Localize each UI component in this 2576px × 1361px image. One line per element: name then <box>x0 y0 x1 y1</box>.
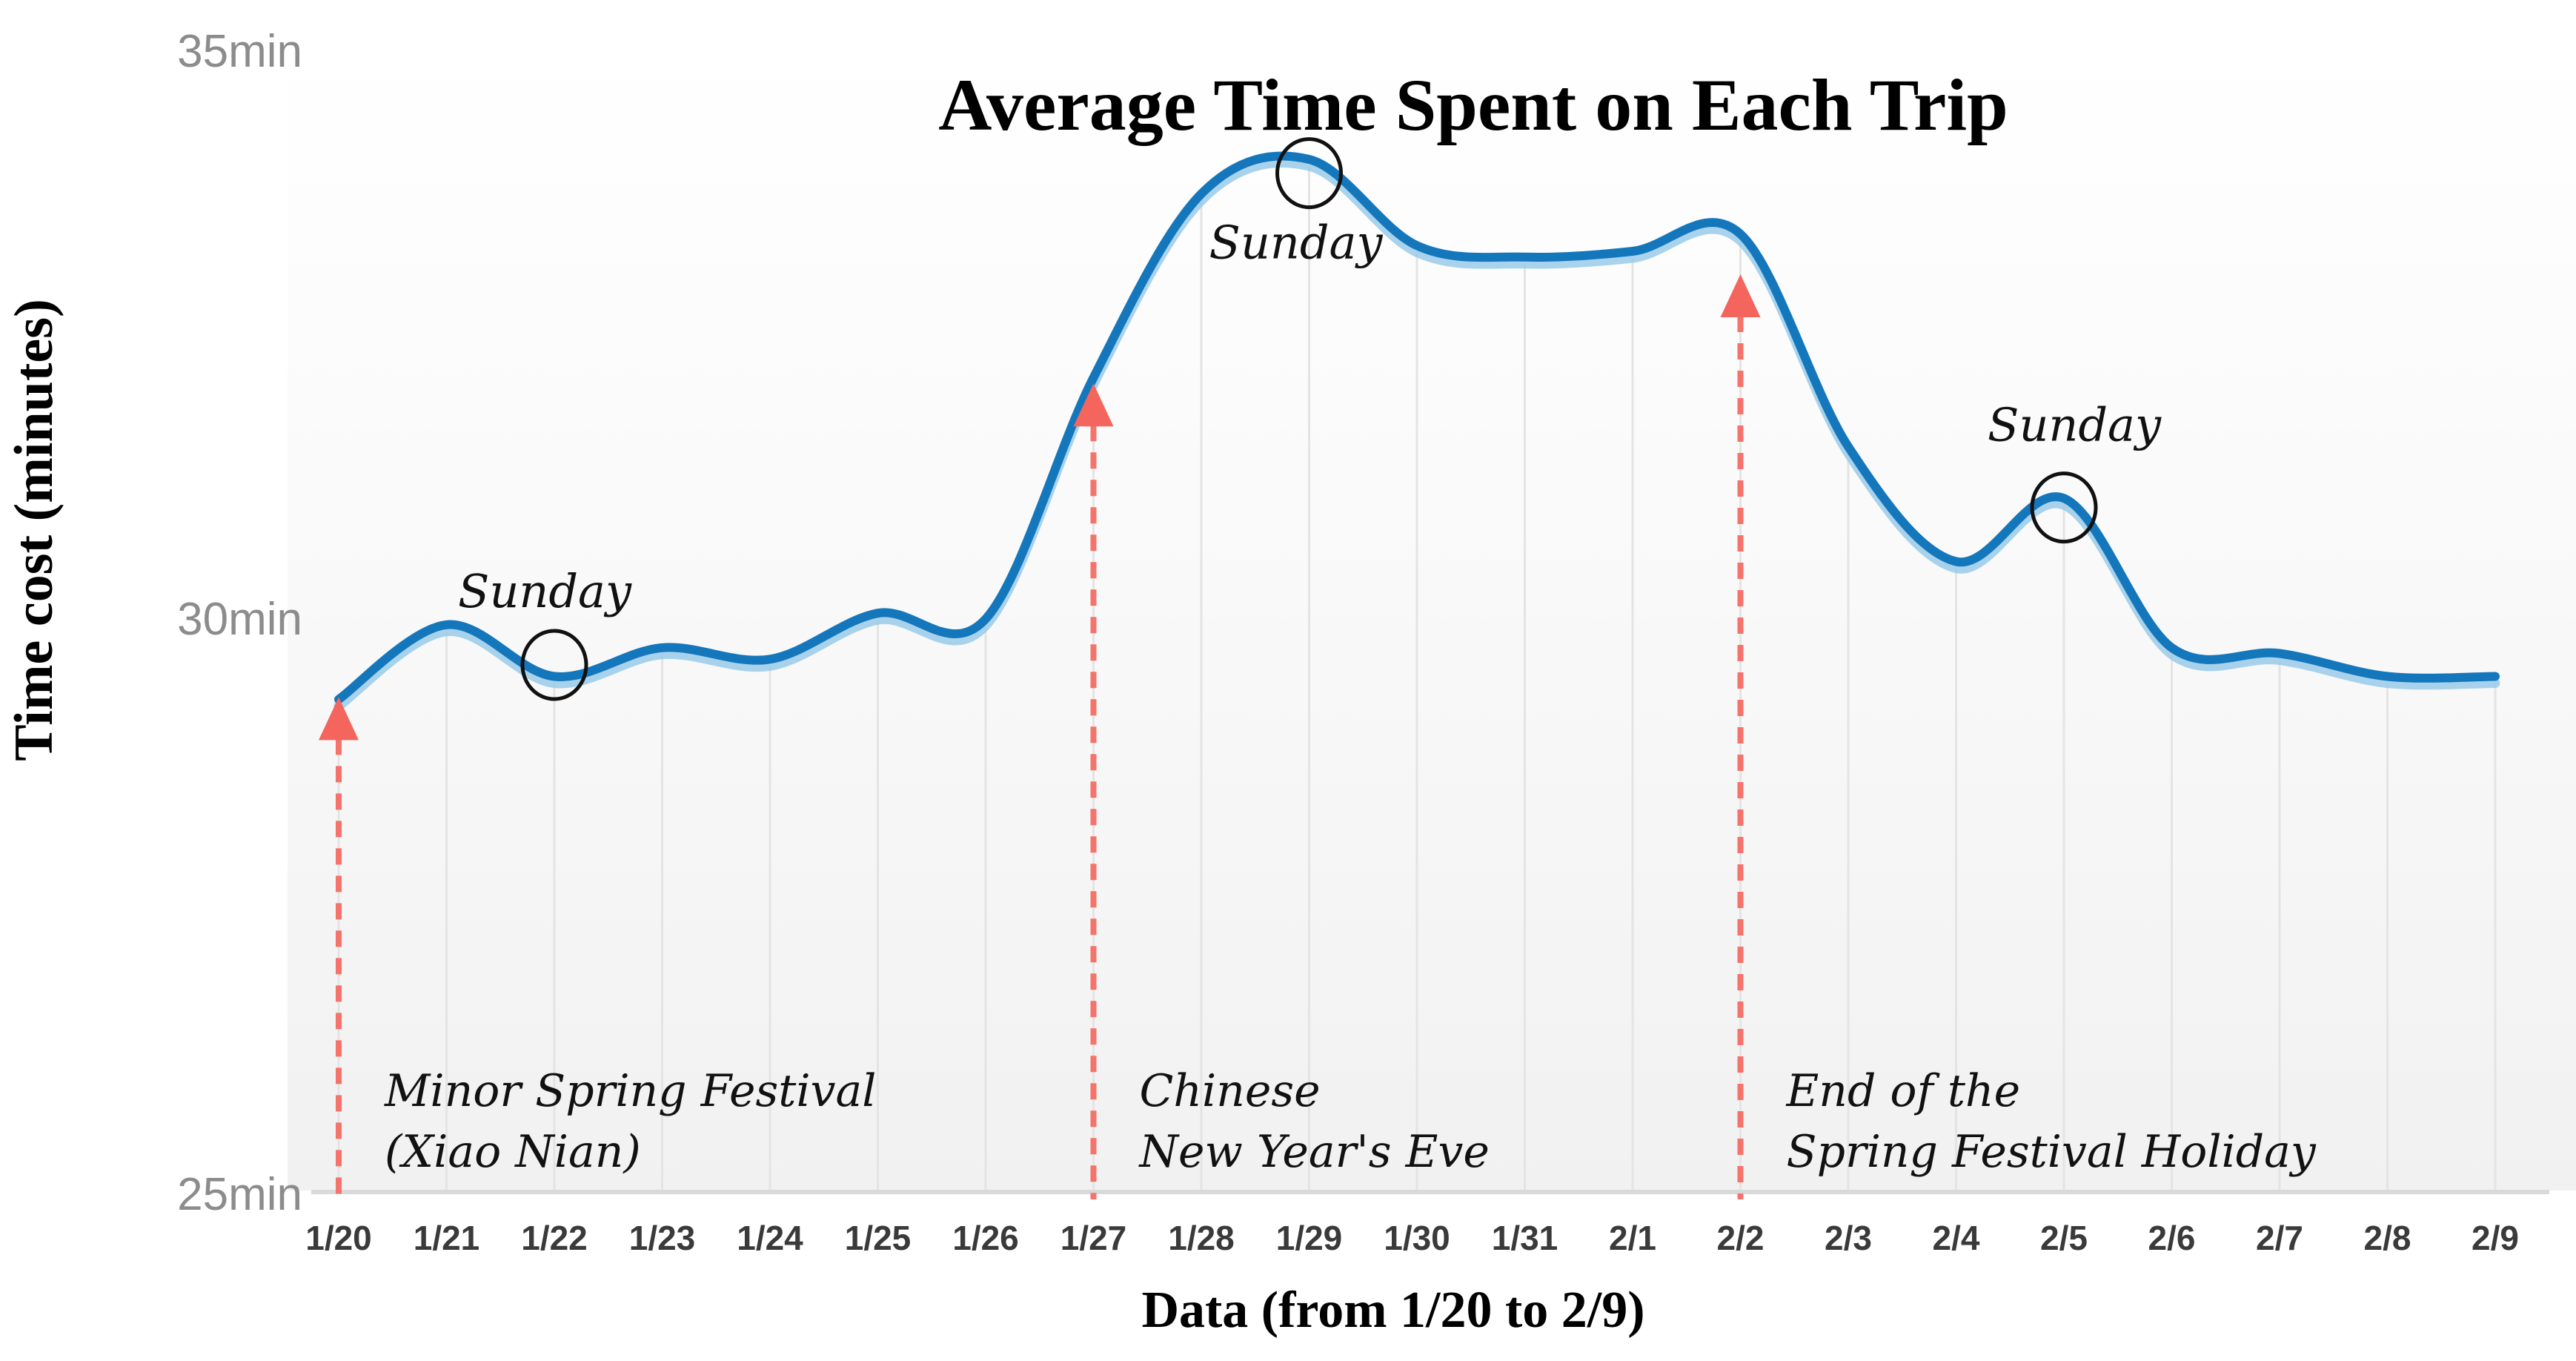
event-annotation-line: Spring Festival Holiday <box>1787 1126 2317 1178</box>
trip-time-line-series <box>333 151 2500 711</box>
event-annotation-line: Chinese <box>1140 1065 1321 1117</box>
x-tick-1/23: 1/23 <box>629 1219 696 1257</box>
x-tick-1/30: 1/30 <box>1384 1219 1450 1257</box>
x-tick-1/21: 1/21 <box>414 1219 480 1257</box>
event-arrow-head-2/2 <box>1720 274 1761 317</box>
event-arrow-head-1/27 <box>1073 383 1114 427</box>
sunday-annotations: Sunday Sunday Sunday <box>458 137 2162 701</box>
x-tick-2/1: 2/1 <box>1609 1219 1656 1257</box>
x-tick-2/8: 2/8 <box>2364 1219 2411 1257</box>
x-axis-tick-labels: 1/20 1/21 1/22 1/23 1/24 1/25 1/26 1/27 1/28 1/29… <box>305 1219 2519 1257</box>
x-tick-2/3: 2/3 <box>1825 1219 1872 1257</box>
x-tick-1/31: 1/31 <box>1492 1219 1558 1257</box>
plot-area-background <box>288 41 2576 1191</box>
sunday-circle-2/5 <box>2030 471 2098 544</box>
x-tick-2/7: 2/7 <box>2256 1219 2303 1257</box>
x-tick-2/2: 2/2 <box>1717 1219 1765 1257</box>
event-arrow-head-1/20 <box>319 697 359 741</box>
event-annotation-line: (Xiao Nian) <box>385 1126 641 1178</box>
x-tick-1/20: 1/20 <box>305 1219 372 1257</box>
y-tick-30min: 30min <box>177 594 302 645</box>
sunday-label-1/22: Sunday <box>458 564 632 618</box>
event-arrows <box>319 274 1761 1199</box>
x-tick-1/24: 1/24 <box>737 1219 803 1257</box>
x-tick-1/22: 1/22 <box>521 1219 588 1257</box>
x-tick-1/26: 1/26 <box>952 1219 1019 1257</box>
x-tick-2/9: 2/9 <box>2472 1219 2519 1257</box>
y-axis-title: Time cost (minutes) <box>4 299 64 761</box>
x-tick-2/4: 2/4 <box>1933 1219 1980 1257</box>
y-tick-35min: 35min <box>177 26 302 77</box>
sunday-circle-1/22 <box>520 629 588 701</box>
sunday-circle-1/29 <box>1275 137 1343 210</box>
sunday-label-2/5: Sunday <box>1988 398 2162 452</box>
x-tick-1/29: 1/29 <box>1276 1219 1343 1257</box>
event-annotation-line: New Year's Eve <box>1138 1126 1490 1178</box>
chart-title: Average Time Spent on Each Trip <box>938 64 2008 146</box>
x-axis-title: Data (from 1/20 to 2/9) <box>1141 1282 1644 1339</box>
event-annotations: Minor Spring Festival (Xiao Nian) Chinese N… <box>384 1065 2317 1178</box>
event-annotation-line: Minor Spring Festival <box>384 1065 876 1117</box>
event-annotation-line: End of the <box>1786 1065 2021 1117</box>
x-tick-2/5: 2/5 <box>2040 1219 2088 1257</box>
x-tick-2/6: 2/6 <box>2148 1219 2196 1257</box>
x-tick-1/28: 1/28 <box>1168 1219 1235 1257</box>
x-tick-1/27: 1/27 <box>1060 1219 1127 1257</box>
sunday-label-1/29: Sunday <box>1209 216 1383 270</box>
line-series-path <box>334 151 2500 704</box>
x-tick-1/25: 1/25 <box>845 1219 912 1257</box>
y-tick-25min: 25min <box>177 1169 302 1220</box>
